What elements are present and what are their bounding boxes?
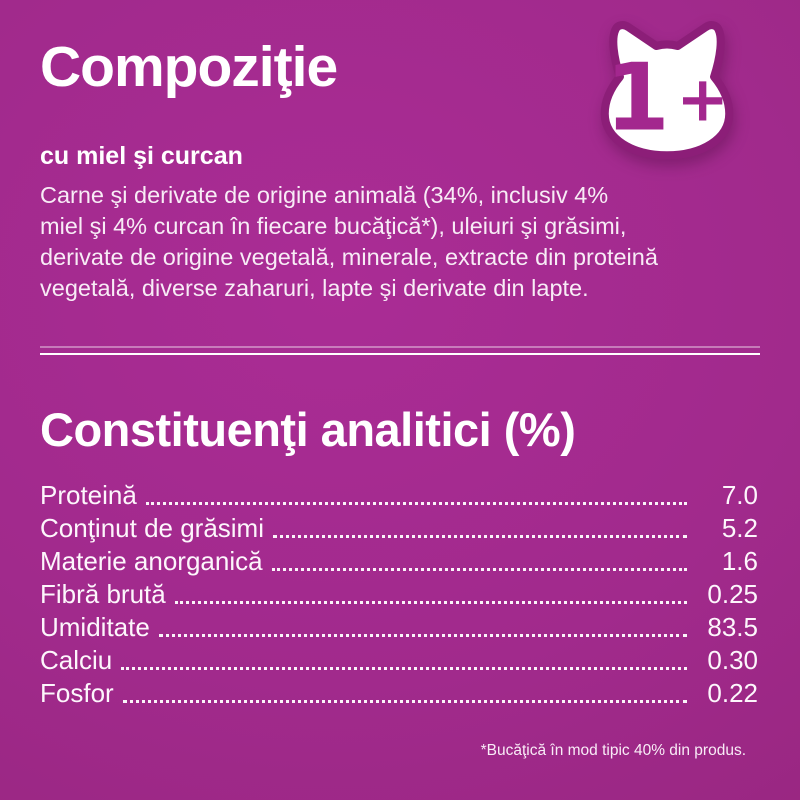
table-row: Umiditate 83.5 (40, 614, 758, 640)
cat-head-age-badge-icon: 1 + (600, 21, 734, 160)
dotted-leader (174, 601, 687, 604)
dotted-leader (145, 502, 687, 505)
constituent-value: 0.25 (707, 579, 758, 609)
composition-paragraph: Carne şi derivate de origine animală (34… (40, 180, 740, 304)
dotted-leader (122, 700, 687, 703)
constituents-table: Proteină 7.0 Conţinut de grăsimi 5.2 Mat… (40, 482, 758, 713)
table-row: Proteină 7.0 (40, 482, 758, 508)
section-divider (40, 346, 760, 355)
composition-line: Carne şi derivate de origine animală (34… (40, 182, 609, 208)
dotted-leader (273, 535, 687, 538)
page-title: Compoziţie (40, 35, 338, 99)
constituent-value: 0.30 (707, 645, 758, 675)
composition-line: miel şi 4% curcan în fiecare bucăţică*),… (40, 213, 627, 239)
composition-line: derivate de origine vegetală, minerale, … (40, 244, 658, 270)
dotted-leader (121, 667, 687, 670)
constituent-label: Materie anorganică (40, 546, 263, 576)
dotted-leader (271, 568, 687, 571)
constituent-label: Proteină (40, 480, 137, 510)
age-badge-number: 1 (605, 43, 670, 151)
footnote: *Bucăţică în mod tipic 40% din produs. (480, 742, 746, 759)
analytical-constituents-heading: Constituenţi analitici (%) (40, 403, 576, 456)
table-row: Calciu 0.30 (40, 647, 758, 673)
constituent-value: 0.22 (707, 678, 758, 708)
age-badge-plus: + (676, 62, 729, 135)
constituent-label: Calciu (40, 645, 113, 675)
svg-text:1 +: 1 + (605, 43, 729, 151)
cat-head-shape (600, 21, 734, 160)
constituent-value: 1.6 (721, 546, 758, 576)
constituent-label: Conţinut de grăsimi (40, 513, 264, 543)
dotted-leader (158, 634, 687, 637)
constituent-label: Umiditate (40, 612, 150, 642)
table-row: Conţinut de grăsimi 5.2 (40, 515, 758, 541)
variant-subtitle: cu miel şi curcan (40, 142, 243, 170)
table-row: Materie anorganică 1.6 (40, 548, 758, 574)
constituent-value: 83.5 (707, 612, 758, 642)
constituent-value: 5.2 (721, 513, 758, 543)
composition-line: vegetală, diverse zaharuri, lapte şi der… (40, 275, 589, 301)
table-row: Fibră brută 0.25 (40, 581, 758, 607)
constituent-value: 7.0 (721, 480, 758, 510)
constituent-label: Fibră brută (40, 579, 166, 609)
constituent-label: Fosfor (40, 678, 114, 708)
table-row: Fosfor 0.22 (40, 680, 758, 706)
